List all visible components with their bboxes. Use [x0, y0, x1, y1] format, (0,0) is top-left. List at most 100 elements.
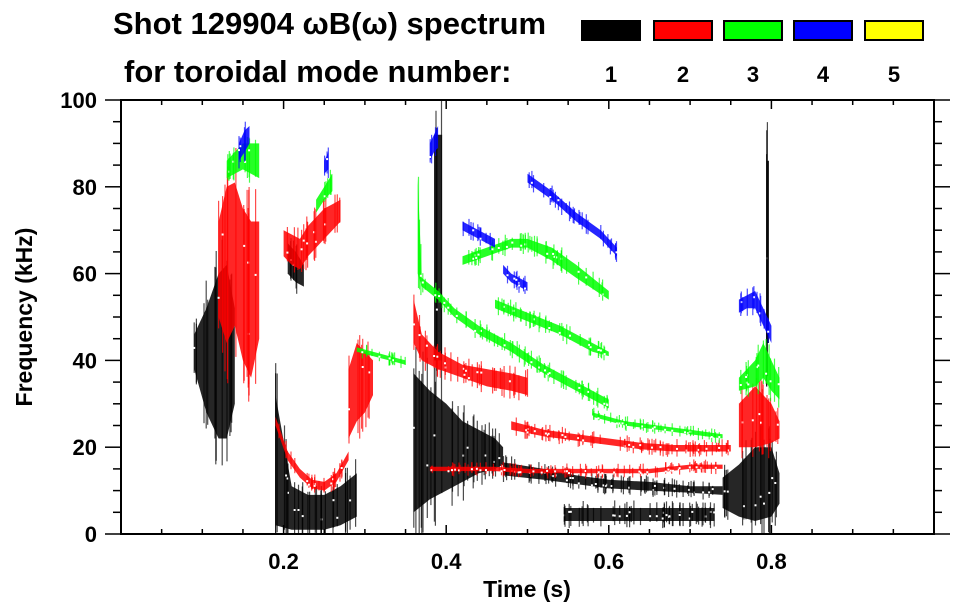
legend-label-mode-5: 5 — [887, 62, 901, 87]
spectrum-gap — [577, 437, 580, 440]
spectrum-gap — [767, 330, 770, 333]
spectrum-gap — [552, 252, 555, 255]
spectrum-gap — [718, 446, 721, 449]
spectrum-gap — [569, 477, 572, 479]
spectrum-gap — [577, 270, 580, 273]
spectrum-gap — [548, 372, 551, 375]
spectrum-gap — [480, 371, 483, 374]
spectrum-gap — [710, 436, 713, 438]
spectrum-gap — [500, 470, 503, 473]
mode-3-feature-4 — [462, 238, 609, 300]
spectrum-gap — [547, 432, 550, 435]
spectrum-gap — [697, 448, 700, 451]
spectrum-gap — [745, 376, 748, 378]
spectrum-gap — [641, 425, 644, 428]
spectrum-gap — [475, 256, 478, 259]
legend-label-mode-1: 1 — [604, 62, 618, 87]
spectrum-gap — [571, 477, 574, 480]
mode-1-feature-5 — [564, 508, 715, 521]
spectrum-gap — [518, 284, 521, 287]
spectrum-gap — [412, 323, 415, 326]
spectrum-gap — [677, 468, 680, 471]
spectrum-gap — [713, 511, 716, 514]
spectrum-gap — [418, 334, 421, 337]
spectrum-gap — [561, 434, 564, 437]
spectrum-gap — [285, 474, 288, 477]
spectrum-gap — [435, 308, 438, 311]
spectrum-gap — [361, 351, 364, 354]
spectrum-gap — [751, 419, 754, 422]
chart-subtitle: for toroidal mode number: — [124, 54, 512, 89]
spectrum-gap — [526, 431, 529, 434]
spectrum-gap — [618, 422, 621, 425]
spectrum-gap — [582, 439, 585, 442]
mode-3-series — [226, 136, 780, 443]
spectrum-gap — [591, 415, 594, 418]
spectrum-gap — [302, 239, 305, 242]
spectrum-gap — [306, 242, 309, 245]
spectrum-gap — [546, 434, 549, 437]
spectrum-gap — [584, 470, 587, 472]
spectrum-gap — [612, 514, 615, 517]
spectrum-gap — [313, 484, 316, 487]
spectrum-gap — [503, 344, 506, 347]
spectrum-gap — [547, 373, 550, 376]
spectrum-gap — [497, 247, 500, 249]
spectrum-gap — [589, 346, 592, 349]
y-tick-label: 80 — [73, 175, 97, 200]
spectrum-gap — [433, 434, 436, 437]
spectrum-gap — [479, 469, 482, 472]
spectrum-gap — [752, 296, 755, 299]
y-tick-label: 0 — [85, 522, 97, 547]
spectrum-gap — [671, 429, 674, 432]
spectrum-gap — [503, 469, 506, 471]
spectrum-gap — [421, 281, 424, 284]
spectrum-gap — [585, 276, 588, 279]
spectrum-gap — [314, 240, 317, 243]
y-axis-label: Frequency (kHz) — [11, 228, 37, 407]
spectrum-gap — [297, 509, 300, 511]
spectrum-gap — [651, 427, 654, 430]
mode-2-series — [217, 148, 780, 493]
spectrum-gap — [777, 383, 780, 386]
spectrum-gap — [324, 223, 327, 226]
spectrum-gap — [248, 149, 251, 152]
spectrum-gap — [759, 312, 762, 315]
spectrum-gap — [569, 334, 571, 337]
spectrum-gap — [519, 471, 522, 474]
spectrum-gap — [286, 477, 289, 480]
mode-2-feature-3 — [348, 343, 373, 439]
spectrum-gap — [466, 446, 469, 449]
spectrum-gap — [653, 426, 656, 429]
legend-swatch-mode-3 — [723, 20, 783, 41]
spectrum-gap — [628, 443, 631, 446]
spectrum-gap — [606, 404, 609, 407]
spectrum-gap — [458, 469, 460, 472]
y-tick-label: 60 — [73, 262, 97, 287]
spectrum-gap — [597, 348, 600, 351]
spectrum-gap — [286, 251, 289, 254]
spectrum-gap — [588, 343, 591, 346]
legend-label-mode-3: 3 — [746, 62, 760, 87]
spectrum-gap — [221, 233, 224, 236]
spectrum-gap — [476, 371, 479, 374]
spectrum-gap — [447, 470, 450, 473]
spectrum-gap — [544, 369, 546, 372]
spectrum-gap — [603, 402, 606, 405]
spectrum-gap — [587, 390, 590, 393]
spectrum-gap — [548, 327, 551, 329]
spectrum-gap — [594, 483, 597, 485]
spectrum-gap — [726, 490, 729, 493]
spectrum-gap — [326, 158, 329, 161]
spectrum-gap — [484, 454, 487, 457]
x-axis-label: Time (s) — [483, 576, 571, 602]
spectrum-gap — [568, 510, 571, 513]
spectrum-gap — [491, 248, 494, 251]
spectrum-gap — [604, 485, 607, 488]
spectrum-gap — [511, 241, 514, 244]
spectrum-gap — [695, 466, 698, 469]
spectrum-gap — [348, 408, 350, 411]
spectrum-gap — [565, 479, 568, 482]
spectrum-gap — [498, 457, 501, 460]
spectrum-gap — [306, 480, 309, 483]
